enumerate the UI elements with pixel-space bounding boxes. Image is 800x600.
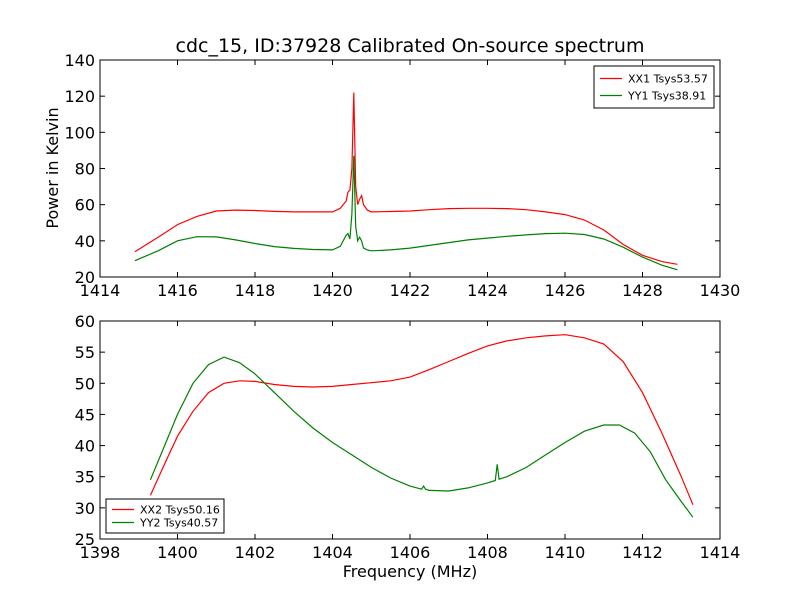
chart-title: cdc_15, ID:37928 Calibrated On-source sp… — [176, 35, 645, 57]
x-tick-label: 1398 — [80, 543, 121, 562]
x-tick-label: 1414 — [700, 543, 741, 562]
x-tick-label: 1410 — [545, 543, 586, 562]
series-line-xx — [149, 334, 694, 505]
legend-entry-label: XX2 Tsys50.16 — [140, 504, 220, 517]
x-tick-label: 1416 — [157, 281, 198, 300]
y-tick-label: 35 — [75, 468, 95, 487]
x-tick-label: 1400 — [157, 543, 198, 562]
y-tick-label: 55 — [75, 343, 95, 362]
y-tick-label: 140 — [64, 51, 95, 70]
x-tick-label: 1404 — [312, 543, 353, 562]
series-line-xx — [134, 92, 678, 265]
x-tick-label: 1412 — [622, 543, 663, 562]
x-tick-label: 1422 — [390, 281, 431, 300]
x-tick-label: 1402 — [235, 543, 276, 562]
x-tick-label: 1420 — [312, 281, 353, 300]
y-tick-label: 45 — [75, 405, 95, 424]
y-tick-label: 100 — [64, 123, 95, 142]
subplot-top: 1414 1416 1418 1420 1422 1424 1426 1428 1430 20 40… — [64, 51, 740, 300]
x-tick-label: 1406 — [390, 543, 431, 562]
y-tick-label: 80 — [75, 160, 95, 179]
y-tick-label: 40 — [75, 437, 95, 456]
legend-entry-label: YY2 Tsys40.57 — [139, 517, 218, 530]
x-tick-label: 1428 — [622, 281, 663, 300]
x-tick-label: 1426 — [545, 281, 586, 300]
x-axis-label: Frequency (MHz) — [343, 562, 477, 581]
legend-box — [105, 498, 225, 534]
y-axis-label: Power in Kelvin — [43, 107, 62, 228]
legend-entry-label: YY1 Tsys38.91 — [627, 90, 706, 103]
x-tick-label: 1408 — [467, 543, 508, 562]
y-tick-label: 50 — [75, 374, 95, 393]
legend: XX1 Tsys53.57 YY1 Tsys38.91 — [593, 65, 715, 109]
x-tick-label: 1430 — [700, 281, 741, 300]
y-tick-label: 30 — [75, 499, 95, 518]
series-line-yy — [149, 356, 694, 518]
y-tick-label: 20 — [75, 268, 95, 287]
y-tick-label: 40 — [75, 232, 95, 251]
legend-entry-label: XX1 Tsys53.57 — [628, 73, 708, 86]
y-tick-label: 120 — [64, 87, 95, 106]
subplot-bottom: 1398 1400 1402 1404 1406 1408 1410 1412 1414 25 30… — [75, 312, 741, 562]
legend-box — [593, 65, 715, 109]
x-tick-label: 1414 — [80, 281, 121, 300]
series-line-yy — [134, 155, 678, 271]
x-tick-label: 1424 — [467, 281, 508, 300]
x-tick-label: 1418 — [235, 281, 276, 300]
y-tick-label: 25 — [75, 530, 95, 549]
y-tick-label: 60 — [75, 312, 95, 331]
y-tick-label: 60 — [75, 196, 95, 215]
